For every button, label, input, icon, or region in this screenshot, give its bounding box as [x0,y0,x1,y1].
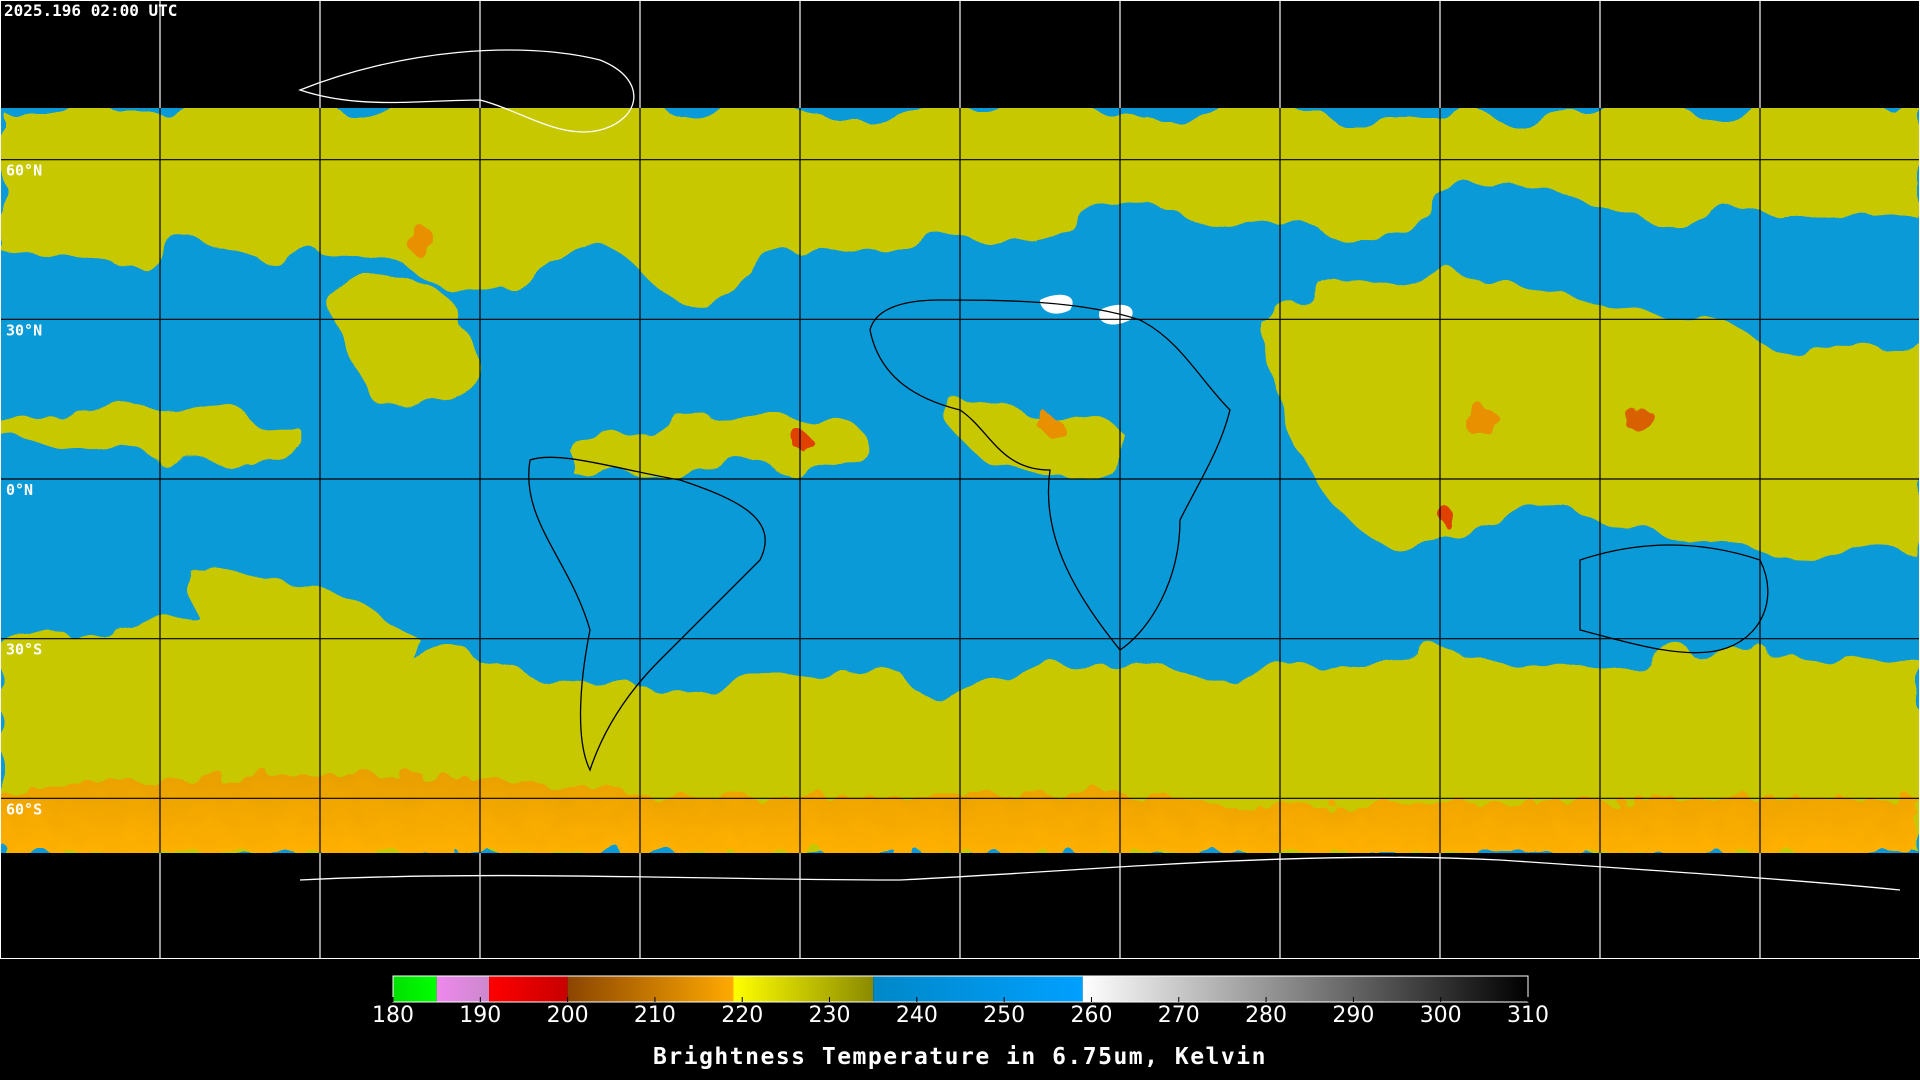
graticule [0,0,1920,959]
colorbar-segment [393,976,437,1002]
colorbar-tick-label: 220 [721,1003,763,1028]
colorbar-tick-label: 300 [1420,1003,1462,1028]
latitude-label: 0°N [6,481,33,499]
latitude-label: 30°N [6,321,42,339]
colorbar-title: Brightness Temperature in 6.75um, Kelvin [653,1044,1267,1070]
latitude-labels: 60°N 30°N 0°N 30°S 60°S [6,162,42,819]
colorbar-segment [873,976,1083,1002]
colorbar-tick-label: 250 [983,1003,1025,1028]
colorbar-tick-label: 310 [1507,1003,1549,1028]
colorbar-frame [392,975,1529,1003]
colorbar-segment [567,976,734,1002]
latitude-label: 60°N [6,162,42,180]
colorbar: 180 190 200 210 220 230 240 250 260 270 280 290 300 3… [372,975,1549,1028]
colorbar-tick-label: 200 [547,1003,589,1028]
colorbar-segment [733,976,874,1002]
colorbar-tick-label: 190 [459,1003,501,1028]
latitude-label: 60°S [6,800,42,818]
colorbar-segment [1082,976,1528,1002]
colorbar-segment [489,976,568,1002]
colorbar-tick-label: 210 [634,1003,676,1028]
colorbar-tick-label: 280 [1245,1003,1287,1028]
colorbar-tick-label: 180 [372,1003,414,1028]
timestamp: 2025.196 02:00 UTC [4,1,177,20]
colorbar-tick-label: 230 [809,1003,851,1028]
latitude-label: 30°S [6,641,42,659]
colorbar-tick-label: 290 [1332,1003,1374,1028]
colorbar-tick-label: 240 [896,1003,938,1028]
colorbar-segment [436,976,490,1002]
colorbar-tick-label: 260 [1070,1003,1112,1028]
colorbar-tick-label: 270 [1158,1003,1200,1028]
